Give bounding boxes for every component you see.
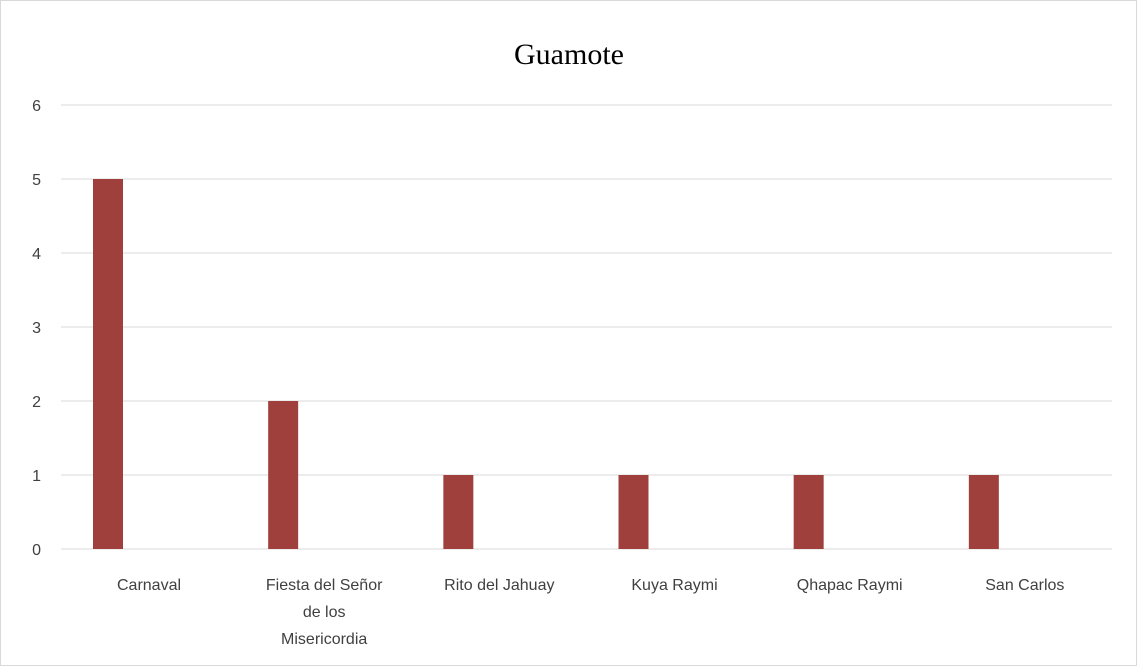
x-axis-category-labels: Carnaval Fiesta del Señor de los Misericord… [117,577,1064,648]
bar [968,475,999,549]
y-axis-ticks: 0 1 2 3 4 5 6 [32,98,41,559]
y-tick-label: 6 [32,98,41,115]
y-tick-label: 3 [32,320,41,337]
x-category-label-line: Fiesta del Señor [266,577,383,594]
x-category-label-line: Rito del Jahuay [444,577,554,594]
bar [93,179,123,549]
bar [443,475,474,549]
x-category-label: Rito del Jahuay [444,577,554,594]
x-category-label: Qhapac Raymi [797,577,903,594]
y-tick-label: 1 [32,468,41,485]
y-tick-label: 4 [32,246,41,263]
y-tick-label: 2 [32,394,41,411]
x-category-label-line: Misericordia [281,631,367,648]
x-category-label: San Carlos [985,577,1064,594]
bar [618,475,649,549]
x-category-label: Fiesta del Señor de los Misericordia [266,577,383,648]
bar [793,475,824,549]
y-tick-label: 5 [32,172,41,189]
bar [268,401,299,549]
x-category-label: Carnaval [117,577,181,594]
x-category-label-line: Qhapac Raymi [797,577,903,594]
y-tick-label: 0 [32,542,41,559]
x-category-label-line: Carnaval [117,577,181,594]
x-category-label-line: de los [303,604,346,621]
gridlines [61,104,1112,550]
bars [93,179,999,549]
chart-title: Guamote [514,38,624,71]
x-category-label-line: Kuya Raymi [631,577,717,594]
x-category-label-line: San Carlos [985,577,1064,594]
x-category-label: Kuya Raymi [631,577,717,594]
